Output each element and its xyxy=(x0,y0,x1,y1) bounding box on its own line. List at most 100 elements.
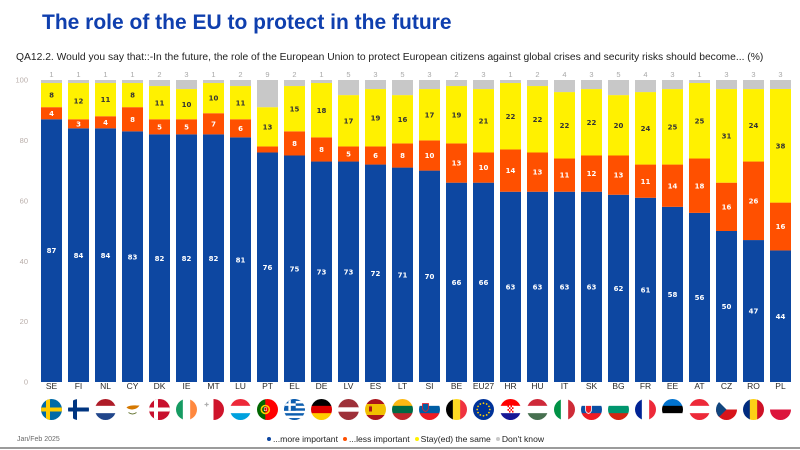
legend-dot-icon xyxy=(495,437,500,441)
data-label-stayed-the-same: 17 xyxy=(344,117,354,125)
x-tick-label: IT xyxy=(561,381,569,391)
bar-segment-dont-know xyxy=(68,80,89,84)
data-label-dont-know: 1 xyxy=(319,70,323,79)
bar-segment-stayed-the-same xyxy=(716,89,737,183)
bar-segment-dont-know xyxy=(743,80,764,90)
bar-stack-at: 56 18 25 1 xyxy=(689,70,710,382)
bar-stack-it: 63 11 22 4 xyxy=(554,70,575,382)
flag-stripe xyxy=(365,415,386,420)
data-label-less-important: 12 xyxy=(587,170,597,178)
bar-stack-ee: 58 14 25 3 xyxy=(662,70,683,382)
bar-segment-more-important xyxy=(581,191,602,382)
bar-segment-less-important xyxy=(500,149,521,192)
data-label-more-important: 84 xyxy=(101,252,111,260)
x-tick-label: BG xyxy=(612,381,624,391)
flag-stripe xyxy=(460,399,467,420)
flag-stripe xyxy=(182,399,191,420)
flag-stripe xyxy=(446,399,454,420)
flag-stripe xyxy=(689,405,710,414)
flag-star xyxy=(485,403,488,405)
flag-star xyxy=(488,411,490,414)
data-label-stayed-the-same: 11 xyxy=(155,99,165,107)
flag-map xyxy=(126,405,140,410)
legend-dot-icon xyxy=(267,437,271,441)
legend-item-more-important: ...more important xyxy=(267,434,338,444)
flag-stripe xyxy=(95,413,116,420)
bar-segment-more-important xyxy=(473,182,494,382)
flag-checker xyxy=(510,405,512,408)
data-label-stayed-the-same: 10 xyxy=(209,95,219,103)
x-tick-label: CY xyxy=(127,381,139,391)
bar-segment-more-important xyxy=(689,212,710,382)
bar-stack-be: 66 13 19 2 xyxy=(446,70,467,382)
flag-stripe xyxy=(608,405,629,414)
bar-segment-stayed-the-same xyxy=(68,83,89,120)
data-label-more-important: 63 xyxy=(560,283,570,291)
x-tick-label: DK xyxy=(154,381,166,391)
data-label-stayed-the-same: 19 xyxy=(452,111,462,119)
data-label-dont-know: 1 xyxy=(697,70,701,79)
data-label-dont-know: 5 xyxy=(346,70,350,79)
bar-segment-more-important xyxy=(95,128,116,382)
bar-segment-stayed-the-same xyxy=(176,89,197,120)
bar-stack-lt: 71 8 16 5 xyxy=(392,70,413,382)
flag-denmark-icon xyxy=(149,399,170,420)
bar-segment-more-important xyxy=(662,206,683,382)
flag-star xyxy=(482,402,485,405)
data-label-more-important: 50 xyxy=(722,303,732,311)
bar-segment-more-important xyxy=(500,191,521,382)
bar-segment-stayed-the-same xyxy=(689,83,710,159)
flag-stripe xyxy=(716,399,737,410)
data-label-dont-know: 2 xyxy=(238,70,242,79)
data-label-stayed-the-same: 22 xyxy=(587,119,597,127)
bar-segment-dont-know xyxy=(500,80,521,84)
flag-bulgaria-icon xyxy=(608,399,629,420)
bar-stack-eu27: 66 10 21 3 xyxy=(473,70,494,382)
flag-stripe xyxy=(284,410,305,414)
bar-segment-stayed-the-same xyxy=(392,95,413,144)
data-label-less-important: 6 xyxy=(373,152,378,160)
data-label-more-important: 76 xyxy=(263,264,273,272)
flag-stripe xyxy=(770,409,791,420)
x-tick-label: EU27 xyxy=(473,381,495,391)
flag-stripe xyxy=(452,399,461,420)
bar-segment-dont-know xyxy=(230,80,251,87)
bar-stack-pt: 76 13 9 xyxy=(257,70,278,382)
bar-segment-dont-know xyxy=(770,80,791,89)
bar-stack-cz: 50 16 31 3 xyxy=(716,70,737,382)
bar-segment-dont-know xyxy=(365,80,386,90)
data-label-more-important: 84 xyxy=(74,252,84,260)
data-label-less-important: 11 xyxy=(560,172,570,180)
flag-stripe xyxy=(500,413,521,420)
bar-segment-more-important xyxy=(284,155,305,382)
y-tick-label: 80 xyxy=(20,136,28,145)
data-label-more-important: 66 xyxy=(452,279,462,287)
data-label-more-important: 66 xyxy=(479,279,489,287)
data-label-stayed-the-same: 19 xyxy=(371,114,381,122)
flag-cyprus-icon xyxy=(122,399,143,420)
bar-segment-stayed-the-same xyxy=(95,83,116,117)
flag-checker xyxy=(507,409,509,411)
flag-stripe xyxy=(311,405,332,414)
flag-checker xyxy=(512,407,514,409)
bar-segment-dont-know xyxy=(257,80,278,108)
data-label-stayed-the-same: 8 xyxy=(49,92,54,100)
x-tick-label: LU xyxy=(235,381,246,391)
x-tick-label: DE xyxy=(316,381,328,391)
bar-stack-fi: 84 3 12 1 xyxy=(68,70,89,382)
flag-portugal-icon xyxy=(257,399,278,420)
footer-divider xyxy=(0,447,800,449)
data-label-dont-know: 2 xyxy=(454,70,458,79)
flag-latvia-icon xyxy=(338,399,359,420)
legend-label: ...less important xyxy=(348,434,410,444)
flag-checker xyxy=(510,409,512,411)
flag-star xyxy=(488,408,491,411)
bar-segment-dont-know xyxy=(284,80,305,87)
bar-segment-less-important xyxy=(419,140,440,171)
bar-segment-stayed-the-same xyxy=(662,89,683,165)
flag-stripe xyxy=(560,399,569,420)
bar-segment-stayed-the-same xyxy=(581,89,602,156)
data-label-dont-know: 3 xyxy=(589,70,593,79)
flag-poland-icon xyxy=(770,399,791,420)
